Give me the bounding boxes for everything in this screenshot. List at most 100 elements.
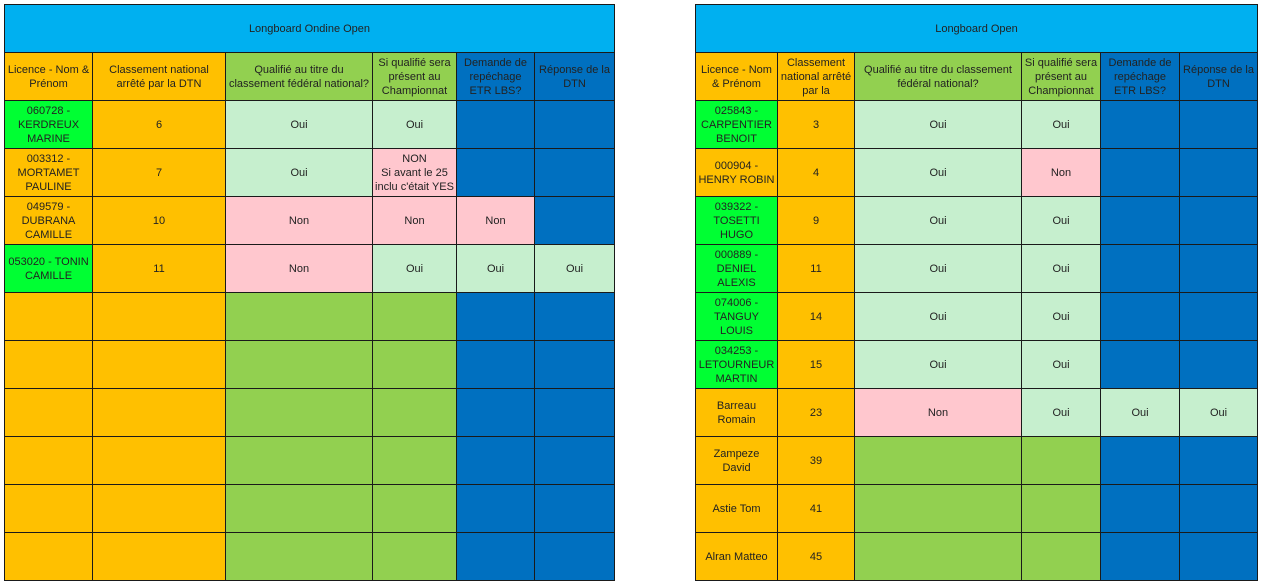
cell-repechage[interactable] [1100, 196, 1180, 245]
cell-qualifie[interactable] [854, 532, 1022, 581]
cell-present[interactable] [1021, 484, 1101, 533]
cell-qualifie[interactable] [225, 532, 373, 581]
cell-qualifie[interactable] [225, 388, 373, 437]
cell-classement[interactable]: 15 [777, 340, 855, 389]
cell-repechage[interactable]: Oui [456, 244, 535, 293]
cell-licence[interactable]: 060728 - KERDREUX MARINE [4, 100, 93, 149]
cell-licence[interactable] [4, 484, 93, 533]
cell-present[interactable] [372, 436, 457, 485]
cell-qualifie[interactable]: Oui [854, 100, 1022, 149]
cell-reponse[interactable] [1179, 148, 1258, 197]
cell-present[interactable] [372, 388, 457, 437]
cell-qualifie[interactable]: Oui [225, 148, 373, 197]
cell-reponse[interactable] [534, 340, 615, 389]
cell-classement[interactable]: 9 [777, 196, 855, 245]
cell-repechage[interactable] [456, 292, 535, 341]
cell-reponse[interactable] [1179, 340, 1258, 389]
cell-repechage[interactable]: Non [456, 196, 535, 245]
cell-present[interactable] [372, 292, 457, 341]
cell-present[interactable] [1021, 436, 1101, 485]
cell-licence[interactable]: Barreau Romain [695, 388, 778, 437]
cell-reponse[interactable]: Oui [1179, 388, 1258, 437]
cell-repechage[interactable] [1100, 244, 1180, 293]
cell-licence[interactable]: 025843 - CARPENTIER BENOIT [695, 100, 778, 149]
cell-reponse[interactable] [1179, 100, 1258, 149]
cell-present[interactable]: Oui [1021, 388, 1101, 437]
cell-reponse[interactable] [534, 148, 615, 197]
cell-licence[interactable]: Zampeze David [695, 436, 778, 485]
cell-qualifie[interactable] [854, 484, 1022, 533]
cell-classement[interactable] [92, 340, 226, 389]
cell-repechage[interactable] [456, 484, 535, 533]
cell-repechage[interactable] [456, 532, 535, 581]
cell-classement[interactable] [92, 388, 226, 437]
cell-classement[interactable]: 3 [777, 100, 855, 149]
cell-licence[interactable]: 003312 - MORTAMET PAULINE [4, 148, 93, 197]
cell-present[interactable] [372, 532, 457, 581]
cell-licence[interactable] [4, 340, 93, 389]
cell-reponse[interactable] [534, 484, 615, 533]
cell-reponse[interactable] [1179, 196, 1258, 245]
cell-reponse[interactable] [534, 436, 615, 485]
cell-qualifie[interactable] [225, 292, 373, 341]
cell-repechage[interactable] [456, 436, 535, 485]
cell-qualifie[interactable] [225, 436, 373, 485]
cell-reponse[interactable] [534, 388, 615, 437]
cell-reponse[interactable] [534, 100, 615, 149]
cell-repechage[interactable] [1100, 532, 1180, 581]
cell-reponse[interactable] [1179, 292, 1258, 341]
cell-repechage[interactable] [456, 340, 535, 389]
cell-present[interactable]: NON Si avant le 25 inclu c'était YES [372, 148, 457, 197]
cell-reponse[interactable] [534, 532, 615, 581]
cell-qualifie[interactable] [854, 436, 1022, 485]
cell-licence[interactable]: 000889 - DENIEL ALEXIS [695, 244, 778, 293]
cell-qualifie[interactable]: Oui [225, 100, 373, 149]
cell-classement[interactable]: 41 [777, 484, 855, 533]
cell-reponse[interactable]: Oui [534, 244, 615, 293]
cell-classement[interactable]: 7 [92, 148, 226, 197]
cell-classement[interactable]: 11 [92, 244, 226, 293]
cell-classement[interactable] [92, 484, 226, 533]
cell-licence[interactable] [4, 532, 93, 581]
cell-repechage[interactable] [1100, 484, 1180, 533]
cell-present[interactable] [1021, 532, 1101, 581]
cell-classement[interactable]: 14 [777, 292, 855, 341]
cell-repechage[interactable] [1100, 436, 1180, 485]
cell-licence[interactable]: 039322 - TOSETTI HUGO [695, 196, 778, 245]
cell-licence[interactable]: 074006 - TANGUY LOUIS [695, 292, 778, 341]
cell-qualifie[interactable]: Oui [854, 148, 1022, 197]
cell-present[interactable]: Oui [372, 244, 457, 293]
cell-reponse[interactable] [1179, 532, 1258, 581]
cell-present[interactable] [372, 484, 457, 533]
cell-classement[interactable]: 23 [777, 388, 855, 437]
cell-reponse[interactable] [534, 196, 615, 245]
cell-repechage[interactable] [456, 388, 535, 437]
cell-present[interactable]: Oui [1021, 100, 1101, 149]
cell-qualifie[interactable]: Oui [854, 244, 1022, 293]
cell-present[interactable]: Oui [1021, 244, 1101, 293]
cell-classement[interactable] [92, 532, 226, 581]
cell-licence[interactable] [4, 436, 93, 485]
cell-repechage[interactable] [456, 100, 535, 149]
cell-reponse[interactable] [1179, 244, 1258, 293]
cell-qualifie[interactable] [225, 340, 373, 389]
cell-classement[interactable]: 11 [777, 244, 855, 293]
cell-reponse[interactable] [534, 292, 615, 341]
cell-reponse[interactable] [1179, 484, 1258, 533]
cell-repechage[interactable] [1100, 340, 1180, 389]
cell-classement[interactable]: 4 [777, 148, 855, 197]
cell-repechage[interactable] [1100, 292, 1180, 341]
cell-qualifie[interactable] [225, 484, 373, 533]
cell-present[interactable]: Non [1021, 148, 1101, 197]
cell-present[interactable]: Oui [372, 100, 457, 149]
cell-repechage[interactable] [1100, 148, 1180, 197]
cell-licence[interactable]: 034253 - LETOURNEUR MARTIN [695, 340, 778, 389]
cell-qualifie[interactable]: Non [225, 196, 373, 245]
cell-classement[interactable]: 39 [777, 436, 855, 485]
cell-licence[interactable] [4, 388, 93, 437]
cell-licence[interactable]: 053020 - TONIN CAMILLE [4, 244, 93, 293]
cell-classement[interactable] [92, 292, 226, 341]
cell-present[interactable]: Non [372, 196, 457, 245]
cell-present[interactable]: Oui [1021, 196, 1101, 245]
cell-repechage[interactable] [456, 148, 535, 197]
